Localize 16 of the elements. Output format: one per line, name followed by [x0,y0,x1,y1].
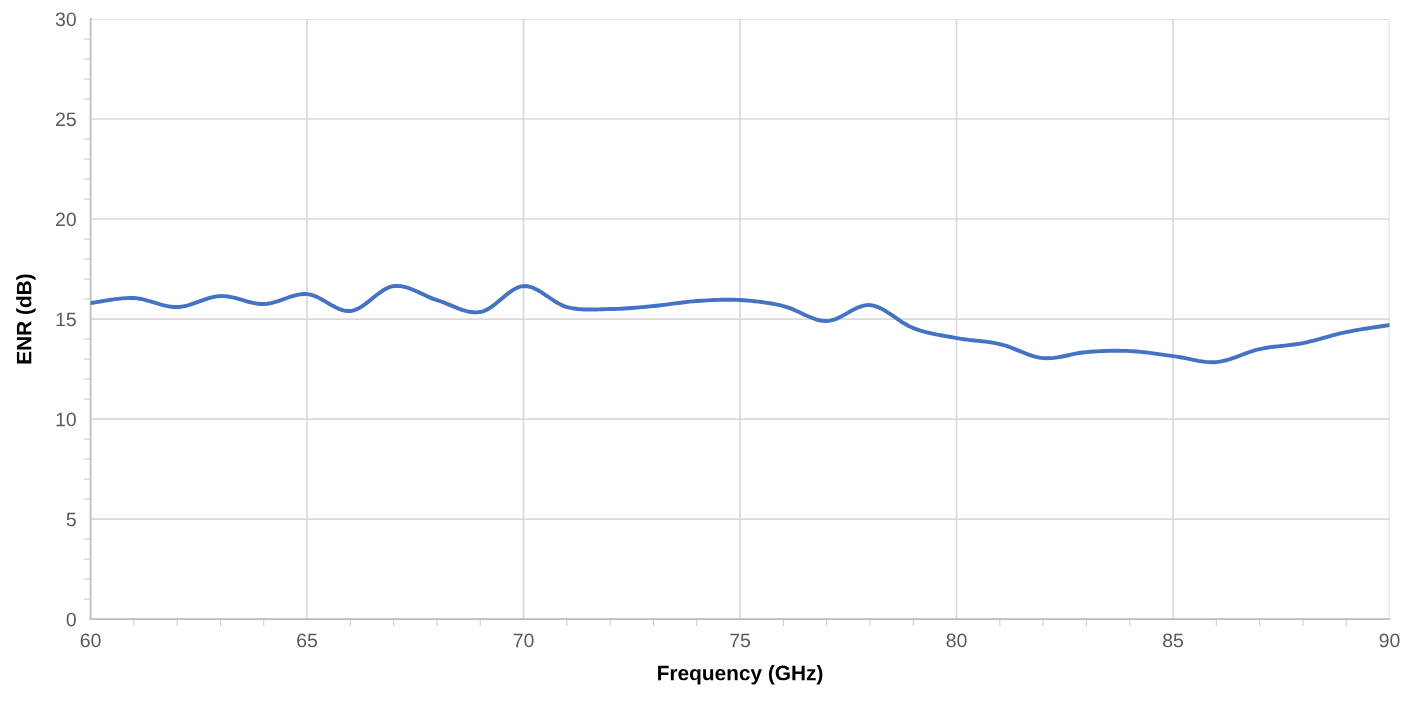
x-tick-label: 60 [80,633,101,648]
x-tick-label: 90 [1379,633,1400,648]
y-tick-label: 0 [66,612,76,627]
x-axis-title: Frequency (GHz) [658,665,823,685]
y-axis-title: ENR (dB) [16,274,36,364]
y-tick-label: 25 [56,112,76,127]
y-tick-label: 30 [55,12,76,27]
y-tick-label: 10 [56,412,76,427]
x-tick-label: 85 [1163,633,1184,648]
x-tick-label: 80 [946,633,967,648]
y-tick-label: 20 [56,212,76,227]
x-tick-label: 75 [730,633,751,648]
y-tick-label: 15 [56,312,76,327]
y-tick-label: 5 [66,512,76,527]
x-tick-label: 70 [513,633,534,648]
x-tick-label: 65 [297,633,318,648]
